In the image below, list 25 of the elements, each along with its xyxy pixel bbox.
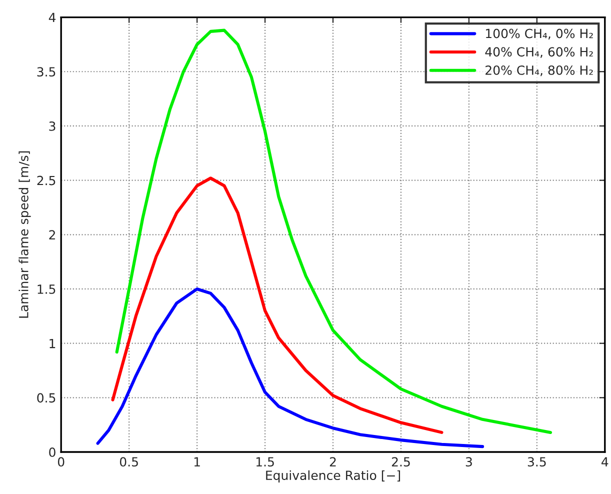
line-series: [111, 176, 444, 434]
x-tick-label: 1.5: [256, 457, 274, 467]
line-series: [96, 287, 484, 448]
y-tick-label: 1: [50, 338, 56, 348]
x-axis-title: Equivalence Ratio [−]: [266, 470, 400, 482]
x-tick-label: 2.5: [392, 457, 410, 467]
y-tick-label: 0.5: [37, 393, 56, 403]
y-tick-label: 4: [48, 12, 56, 22]
y-tick-label: 0: [49, 447, 56, 457]
x-tick-label: 4: [602, 457, 608, 466]
y-axis-title: Laminar flame speed [m/s]: [18, 151, 31, 318]
x-tick-label: 2: [330, 457, 336, 466]
y-tick-label: 3: [49, 121, 56, 131]
y-tick-label: 2.5: [37, 176, 56, 186]
x-tick-label: 0: [58, 457, 64, 467]
x-tick-label: 3.5: [528, 457, 546, 467]
legend-label: 100% CH₄, 0% H₂: [486, 28, 593, 40]
x-tick-label: 3: [466, 457, 472, 467]
x-tick-label: 0.5: [120, 457, 138, 467]
y-tick-label: 3.5: [37, 67, 56, 77]
legend-label: 20% CH₄, 80% H₂: [486, 65, 593, 76]
legend-label: 40% CH₄, 60% H₂: [485, 47, 593, 58]
y-tick-label: 2: [49, 230, 55, 240]
x-tick-label: 1: [194, 457, 200, 466]
y-tick-label: 1.5: [38, 284, 56, 294]
